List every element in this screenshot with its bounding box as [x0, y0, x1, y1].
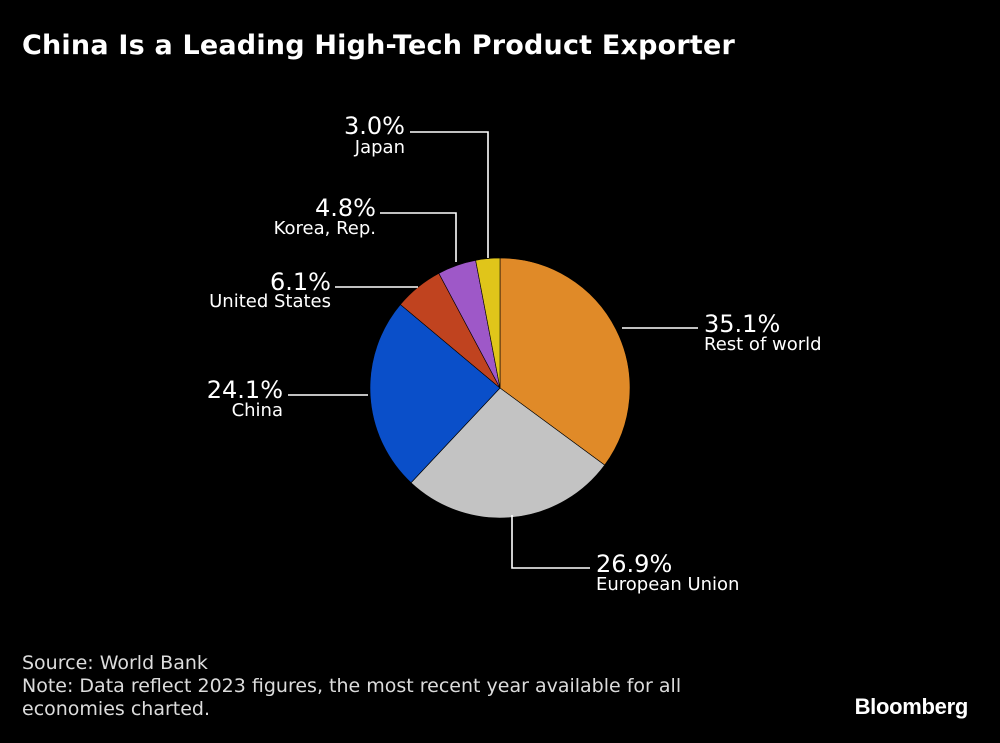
leader-line — [380, 212, 457, 262]
leader-lines — [288, 131, 698, 569]
bloomberg-logo: Bloomberg — [854, 694, 969, 719]
slice-category-label: China — [232, 400, 283, 421]
chart-title: China Is a Leading High-Tech Product Exp… — [22, 30, 736, 61]
pie-slice-rest-of-world — [499, 257, 631, 466]
chart-footer: Source: World Bank Note: Data reflect 20… — [22, 652, 782, 721]
source-note: Source: World Bank — [22, 652, 208, 674]
slice-category-label: Korea, Rep. — [274, 218, 376, 239]
slice-value-label: 3.0% — [344, 112, 405, 140]
data-note: Note: Data reflect 2023 figures, the mos… — [22, 675, 682, 720]
slice-category-label: Japan — [354, 137, 405, 158]
slice-category-label: United States — [209, 291, 331, 312]
slice-value-label: 4.8% — [315, 194, 376, 222]
slice-value-label: 6.1% — [270, 268, 331, 296]
slice-value-label: 35.1% — [704, 310, 780, 338]
pie-slices — [369, 257, 631, 519]
slice-category-label: European Union — [596, 574, 739, 595]
slice-value-label: 26.9% — [596, 550, 672, 578]
pie-slice-china — [369, 304, 501, 484]
leader-line — [410, 131, 489, 258]
slice-category-label: Rest of world — [704, 334, 822, 355]
slice-labels: 35.1%Rest of world 26.9%European Union 24.… — [207, 112, 822, 595]
pie-slice-japan — [475, 257, 501, 389]
leader-line — [511, 515, 590, 569]
slice-value-label: 24.1% — [207, 376, 283, 404]
